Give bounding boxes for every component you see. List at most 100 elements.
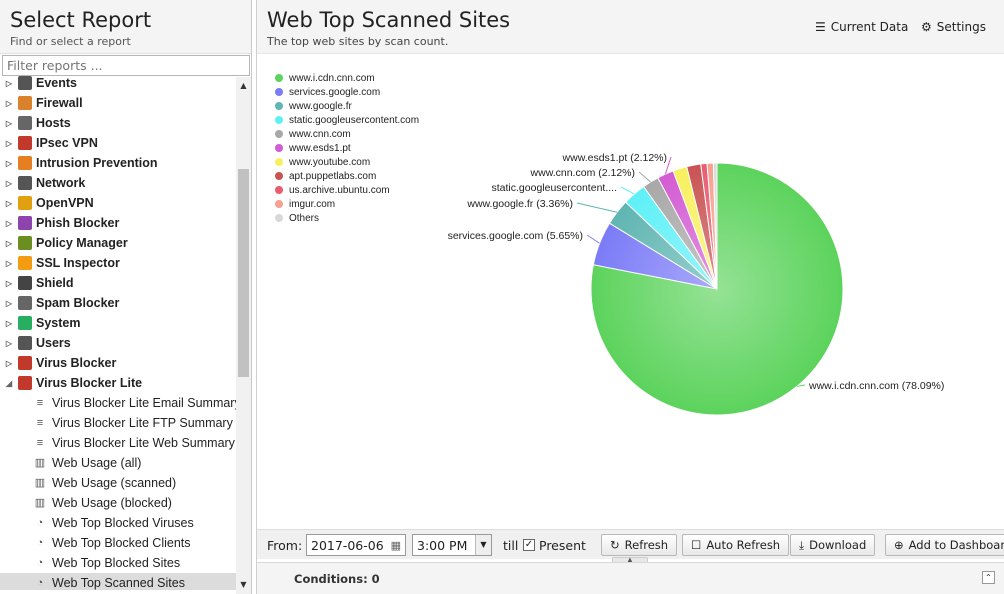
refresh-button[interactable]: ↻ Refresh (601, 534, 678, 556)
pie-chart-icon: ◔ (36, 517, 44, 529)
slice-connector (796, 384, 806, 387)
tree-category[interactable]: ▷ Users (0, 333, 236, 353)
text-icon: ≡ (36, 437, 44, 449)
report-tree: ▷ Events ▷ Firewall ▷ Hosts ▷ IPsec VPN … (0, 73, 236, 590)
tree-category[interactable]: ▷ Network (0, 173, 236, 193)
report-item[interactable]: ◔ Web Top Scanned Sites (0, 573, 236, 590)
category-label: Users (36, 336, 71, 350)
current-data-button[interactable]: ☰ Current Data (815, 20, 908, 34)
panel-title: Select Report (10, 8, 152, 32)
tree-category[interactable]: ▷ System (0, 313, 236, 333)
hosts-icon (18, 116, 32, 130)
collapsed-arrow-icon[interactable]: ▷ (5, 178, 13, 188)
legend-label: us.archive.ubuntu.com (289, 184, 390, 196)
category-label: Phish Blocker (36, 216, 120, 230)
report-item[interactable]: ▥ Web Usage (blocked) (0, 493, 236, 513)
tree-category[interactable]: ▷ Phish Blocker (0, 213, 236, 233)
calendar-icon[interactable]: ▦ (390, 538, 401, 552)
checkbox-checked-icon[interactable]: ✓ (523, 539, 535, 551)
report-label: Web Usage (blocked) (52, 496, 172, 510)
slice-label: services.google.com (5.65%) (448, 230, 583, 242)
legend-item[interactable]: imgur.com (275, 197, 419, 211)
tree-category[interactable]: ▷ Firewall (0, 93, 236, 113)
collapsed-arrow-icon[interactable]: ▷ (5, 238, 13, 248)
report-item[interactable]: ◔ Web Top Blocked Clients (0, 533, 236, 553)
tree-category[interactable]: ▷ Policy Manager (0, 233, 236, 253)
collapsed-arrow-icon[interactable]: ▷ (5, 338, 13, 348)
tree-category[interactable]: ▷ IPsec VPN (0, 133, 236, 153)
present-checkbox[interactable]: ✓ Present (523, 534, 586, 556)
legend-item[interactable]: www.esds1.pt (275, 141, 419, 155)
collapsed-arrow-icon[interactable]: ▷ (5, 98, 13, 108)
legend-label: static.googleusercontent.com (289, 114, 420, 126)
legend-item[interactable]: www.i.cdn.cnn.com (275, 71, 419, 85)
conditions-label: Conditions: 0 (294, 572, 380, 586)
legend-item[interactable]: www.youtube.com (275, 155, 419, 169)
report-item[interactable]: ◔ Web Top Blocked Viruses (0, 513, 236, 533)
conditions-bar[interactable]: Conditions: 0 ⌃ (257, 562, 1004, 594)
collapsed-arrow-icon[interactable]: ▷ (5, 358, 13, 368)
collapsed-arrow-icon[interactable]: ▷ (5, 298, 13, 308)
category-label: Network (36, 176, 86, 190)
tree-category[interactable]: ▷ Hosts (0, 113, 236, 133)
slice-connector (638, 171, 651, 183)
legend-item[interactable]: Others (275, 211, 419, 225)
collapsed-arrow-icon[interactable]: ▷ (5, 198, 13, 208)
tree-category[interactable]: ▷ Shield (0, 273, 236, 293)
legend-item[interactable]: apt.puppetlabs.com (275, 169, 419, 183)
category-label: Policy Manager (36, 236, 128, 250)
date-field[interactable]: 2017-06-06 ▦ (306, 534, 406, 556)
tree-category[interactable]: ▷ OpenVPN (0, 193, 236, 213)
expand-icon[interactable]: ⌃ (982, 571, 995, 584)
virus-icon (18, 356, 32, 370)
tree-category[interactable]: ▷ SSL Inspector (0, 253, 236, 273)
legend-label: www.youtube.com (289, 156, 371, 168)
report-item[interactable]: ≡ Virus Blocker Lite FTP Summary (0, 413, 236, 433)
settings-button[interactable]: ⚙ Settings (921, 20, 986, 34)
tree-category[interactable]: ▷ Events (0, 73, 236, 93)
report-item[interactable]: ≡ Virus Blocker Lite Web Summary (0, 433, 236, 453)
auto-refresh-button[interactable]: ☐ Auto Refresh (682, 534, 790, 556)
collapsed-arrow-icon[interactable]: ▷ (5, 138, 13, 148)
legend-item[interactable]: static.googleusercontent.com (275, 113, 419, 127)
collapsed-arrow-icon[interactable]: ▷ (5, 318, 13, 328)
legend-item[interactable]: us.archive.ubuntu.com (275, 183, 419, 197)
report-label: Web Top Blocked Clients (52, 536, 191, 550)
legend-item[interactable]: www.google.fr (275, 99, 419, 113)
tree-category[interactable]: ▷ Spam Blocker (0, 293, 236, 313)
collapsed-arrow-icon[interactable]: ▷ (5, 218, 13, 228)
report-item[interactable]: ◔ Web Top Blocked Sites (0, 553, 236, 573)
chevron-down-icon[interactable]: ▼ (475, 535, 491, 555)
legend-dot-icon (275, 172, 283, 180)
tree-category[interactable]: ▷ Virus Blocker (0, 353, 236, 373)
filter-reports-input[interactable] (2, 55, 250, 76)
time-select[interactable]: 3:00 PM ▼ (412, 534, 492, 556)
tree-category[interactable]: ▷ Intrusion Prevention (0, 153, 236, 173)
category-label: System (36, 316, 81, 330)
scrollbar-thumb[interactable] (238, 169, 249, 377)
collapsed-arrow-icon[interactable]: ▷ (5, 258, 13, 268)
panel-subtitle: Find or select a report (10, 35, 131, 48)
ssl-icon (18, 256, 32, 270)
collapsed-arrow-icon[interactable]: ▷ (5, 158, 13, 168)
download-button[interactable]: ⤓ Download (790, 534, 876, 556)
expanded-arrow-icon[interactable]: ◢ (5, 378, 13, 388)
collapsed-arrow-icon[interactable]: ▷ (5, 118, 13, 128)
report-item[interactable]: ≡ Virus Blocker Lite Email Summary (0, 393, 236, 413)
pie-chart-icon: ◔ (36, 537, 44, 549)
scroll-down-icon[interactable]: ▼ (240, 580, 247, 589)
report-item[interactable]: ▥ Web Usage (scanned) (0, 473, 236, 493)
tree-category[interactable]: ◢ Virus Blocker Lite (0, 373, 236, 393)
report-item[interactable]: ▥ Web Usage (all) (0, 453, 236, 473)
tree-scrollbar[interactable]: ▲ ▼ (236, 77, 251, 594)
scroll-up-icon[interactable]: ▲ (240, 81, 247, 90)
collapsed-arrow-icon[interactable]: ▷ (5, 78, 13, 88)
legend-item[interactable]: services.google.com (275, 85, 419, 99)
refresh-label: Refresh (624, 538, 669, 552)
category-label: IPsec VPN (36, 136, 98, 150)
slice-connector (664, 156, 672, 175)
category-label: Virus Blocker Lite (36, 376, 143, 390)
collapsed-arrow-icon[interactable]: ▷ (5, 278, 13, 288)
add-to-dashboard-button[interactable]: ⊕ Add to Dashboar (885, 534, 1004, 556)
legend-item[interactable]: www.cnn.com (275, 127, 419, 141)
